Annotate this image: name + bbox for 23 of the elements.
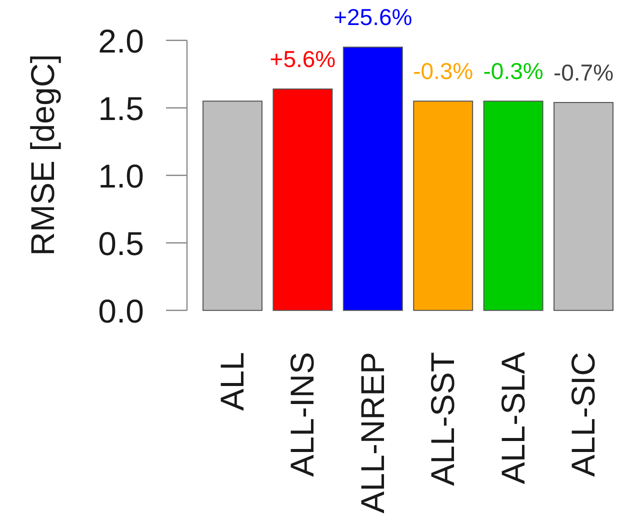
bar [483, 100, 544, 311]
y-tick-label: 1.5 [98, 90, 144, 127]
annotation: +5.6% [270, 46, 336, 72]
y-tick-label: 0.0 [98, 292, 144, 330]
annotation: +25.6% [334, 4, 412, 30]
bar [272, 88, 333, 311]
x-tick-label: ALL [214, 352, 250, 411]
bar [202, 100, 262, 311]
y-tick-label: 2.0 [98, 22, 144, 60]
annotation: -0.3% [413, 58, 474, 84]
y-axis-title: RMSE [degC] [24, 54, 61, 256]
bar [342, 46, 403, 311]
annotation: -0.3% [483, 58, 544, 84]
y-tick-label: 1.0 [98, 157, 144, 194]
x-tick-label: ALL-INS [284, 352, 321, 477]
annotation: -0.7% [553, 60, 614, 86]
x-tick-label: ALL-SLA [494, 352, 532, 484]
bar [413, 100, 474, 311]
x-tick-label: ALL-NREP [354, 352, 391, 514]
bar [554, 102, 614, 311]
x-tick-label: ALL-SST [424, 352, 462, 486]
y-tick-label: 0.5 [98, 224, 144, 262]
x-tick-label: ALL-SIC [564, 352, 602, 477]
